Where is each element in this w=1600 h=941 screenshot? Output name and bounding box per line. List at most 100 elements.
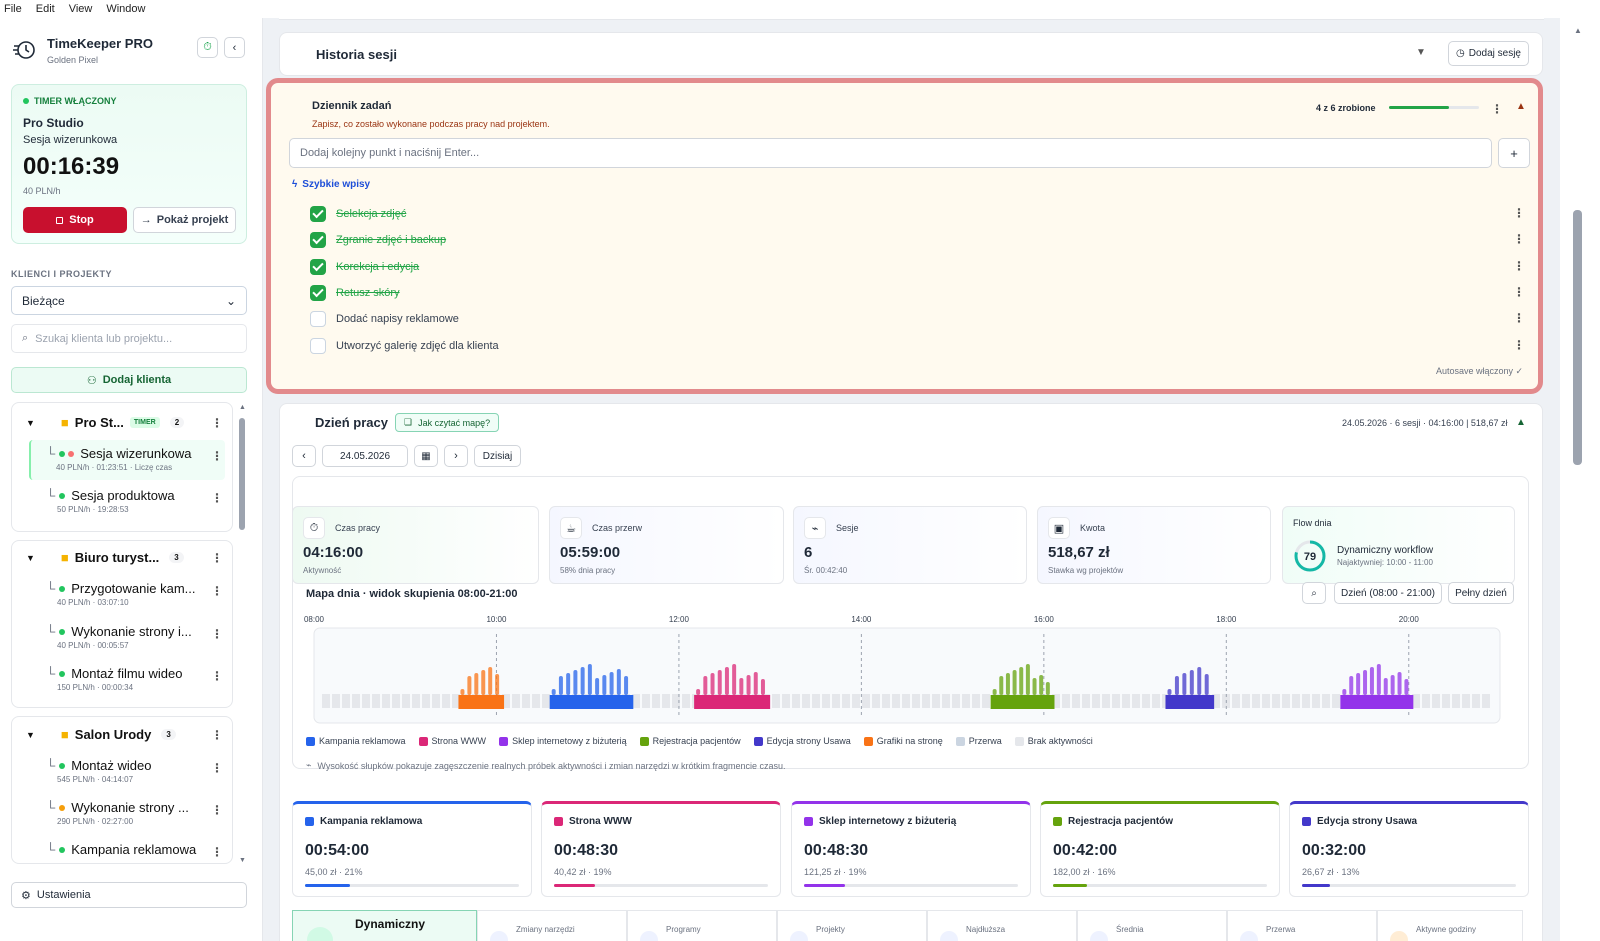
more-icon[interactable]: ⋮ — [211, 761, 223, 775]
menu-view[interactable]: View — [68, 3, 93, 15]
calendar-button[interactable]: ▦ — [414, 445, 438, 467]
lightning-icon: ϟ — [292, 179, 298, 190]
show-project-button[interactable]: → Pokaż projekt — [133, 207, 236, 233]
client-group-header[interactable]: ▼ ■ Biuro turyst... 3 — [26, 550, 184, 565]
date-field[interactable]: 24.05.2026 — [322, 445, 408, 467]
more-icon[interactable]: ⋮ — [1513, 206, 1525, 220]
more-icon[interactable]: ⋮ — [1513, 232, 1525, 247]
project-item[interactable]: └ Przygotowanie kam... 40 PLN/h · 03:07:10 — [30, 581, 230, 607]
session-block[interactable] — [1165, 695, 1215, 709]
task-item[interactable]: Korekcja i edycja ⋮ — [310, 256, 1550, 278]
collapse-up-icon[interactable]: ▲ — [1516, 101, 1526, 112]
task-checkbox[interactable] — [310, 258, 326, 275]
project-item[interactable]: └ Montaż wideo 545 PLN/h · 04:14:07 — [30, 758, 230, 784]
collapse-sidebar-button[interactable]: ‹ — [224, 37, 245, 58]
clients-filter-select[interactable]: Bieżące ⌄ — [11, 286, 247, 315]
settings-button[interactable]: ⚙ Ustawienia — [11, 882, 247, 908]
session-block[interactable] — [458, 695, 505, 709]
task-checkbox[interactable] — [310, 206, 326, 222]
more-icon[interactable]: ⋮ — [211, 627, 223, 641]
task-item[interactable]: Retusz skóry ⋮ — [310, 282, 1550, 304]
zoom-button[interactable]: ⌕ — [1302, 582, 1326, 604]
project-summary-card[interactable]: Rejestracja pacjentów 00:42:00 182,00 zł ·… — [1040, 801, 1280, 897]
inactive-sample — [522, 694, 530, 708]
client-group-header[interactable]: ▼ ■ Pro St... TIMER 2 — [26, 415, 185, 430]
activity-bar — [696, 689, 701, 695]
session-block[interactable] — [990, 695, 1055, 709]
more-icon[interactable]: ⋮ — [211, 803, 223, 817]
quick-entries-link[interactable]: ϟ Szybkie wpisy — [292, 179, 370, 190]
add-client-button[interactable]: ⚇ Dodaj klienta — [11, 367, 247, 393]
activity-bar — [1197, 667, 1202, 695]
task-item[interactable]: Dodać napisy reklamowe ⋮ — [310, 308, 1550, 330]
today-button[interactable]: Dzisiaj — [474, 445, 521, 467]
more-icon[interactable]: ⋮ — [211, 551, 223, 565]
task-checkbox[interactable] — [310, 284, 326, 301]
day-map-card — [292, 476, 1529, 769]
prev-day-button[interactable]: ‹ — [292, 445, 316, 467]
project-item[interactable]: └ Montaż filmu wideo 150 PLN/h · 00:00:34 — [30, 666, 230, 692]
add-task-button[interactable]: + — [1498, 138, 1530, 168]
task-item[interactable]: Selekcja zdjęć ⋮ — [310, 203, 1550, 225]
bottom-metric-label: Dynamiczny — [355, 917, 426, 931]
client-name: Pro St... — [74, 415, 124, 430]
more-icon[interactable]: ⋮ — [211, 449, 223, 463]
sidebar-scrollbar[interactable]: ▲ ▼ — [239, 404, 246, 864]
legend-swatch — [499, 736, 509, 746]
stop-button[interactable]: Stop — [23, 207, 127, 233]
task-checkbox[interactable] — [310, 337, 326, 354]
project-item[interactable]: └ Sesja produktowa 50 PLN/h · 19:28:53 — [30, 488, 230, 514]
history-toggle-icon[interactable]: ▼ — [1416, 47, 1426, 58]
scrollbar-thumb[interactable] — [1573, 210, 1582, 465]
task-item[interactable]: Utworzyć galerię zdjęć dla klienta ⋮ — [310, 335, 1550, 357]
full-day-button[interactable]: Pełny dzień — [1448, 582, 1514, 604]
more-icon[interactable]: ⋮ — [1513, 284, 1525, 299]
menu-window[interactable]: Window — [106, 3, 146, 15]
active-hours-icon — [1390, 931, 1408, 941]
main-scrollbar[interactable]: ▲ — [1560, 18, 1600, 941]
more-icon[interactable]: ⋮ — [1491, 102, 1503, 116]
stat-value: 6 — [804, 544, 813, 561]
task-item[interactable]: Zgranie zdjęć i backup ⋮ — [310, 229, 1550, 251]
project-summary-card[interactable]: Sklep internetowy z biżuterią 00:48:30 121… — [791, 801, 1031, 897]
more-icon[interactable]: ⋮ — [211, 728, 223, 742]
clients-search-input[interactable]: ⌕ Szukaj klienta lub projektu... — [11, 324, 247, 353]
session-block[interactable] — [1340, 695, 1414, 709]
menu-edit[interactable]: Edit — [35, 3, 55, 15]
inactive-sample — [1102, 694, 1110, 708]
scrollbar-thumb[interactable] — [239, 418, 245, 530]
session-block[interactable] — [549, 695, 634, 709]
more-icon[interactable]: ⋮ — [1513, 311, 1525, 326]
task-checkbox[interactable] — [310, 311, 326, 328]
task-input[interactable]: Dodaj kolejny punkt i naciśnij Enter... — [289, 138, 1492, 168]
task-checkbox[interactable] — [310, 232, 326, 249]
project-summary-card[interactable]: Kampania reklamowa 00:54:00 45,00 zł · 21% — [292, 801, 532, 897]
next-day-button[interactable]: › — [444, 445, 468, 467]
how-to-read-map-button[interactable]: ❏ Jak czytać mapę? — [395, 413, 500, 432]
project-item[interactable]: └ Sesja wizerunkowa 40 PLN/h · 01:23:51 · … — [30, 446, 230, 472]
timer-toggle-button[interactable]: ⏱ — [197, 37, 218, 58]
add-session-button[interactable]: ◷ Dodaj sesję — [1448, 41, 1529, 66]
more-icon[interactable]: ⋮ — [211, 584, 223, 598]
timer-clock: 00:16:39 — [23, 153, 120, 180]
collapse-up-icon[interactable]: ▲ — [1516, 417, 1526, 428]
legend-swatch — [863, 736, 873, 746]
stop-label: Stop — [69, 214, 94, 226]
project-summary-card[interactable]: Edycja strony Usawa 00:32:00 26,67 zł · 13… — [1289, 801, 1529, 897]
session-block[interactable] — [694, 695, 771, 709]
more-icon[interactable]: ⋮ — [211, 845, 223, 859]
more-icon[interactable]: ⋮ — [1513, 337, 1525, 352]
more-icon[interactable]: ⋮ — [211, 491, 223, 505]
more-icon[interactable]: ⋮ — [1513, 258, 1525, 273]
client-group-header[interactable]: ▼ ■ Salon Urody 3 — [26, 727, 176, 742]
project-item[interactable]: └ Kampania reklamowa — [46, 842, 197, 857]
more-icon[interactable]: ⋮ — [211, 416, 223, 430]
project-item[interactable]: └ Wykonanie strony ... 290 PLN/h · 02:27:0… — [30, 800, 230, 826]
menu-file[interactable]: File — [4, 3, 22, 15]
more-icon[interactable]: ⋮ — [211, 669, 223, 683]
project-summary-card[interactable]: Strona WWW 00:48:30 40,42 zł · 19% — [541, 801, 781, 897]
range-day-button[interactable]: Dzień (08:00 - 21:00) — [1334, 582, 1442, 604]
inactive-sample — [952, 694, 960, 708]
app-logo-icon — [12, 36, 38, 62]
project-item[interactable]: └ Wykonanie strony i... 40 PLN/h · 00:05:5… — [30, 624, 230, 650]
